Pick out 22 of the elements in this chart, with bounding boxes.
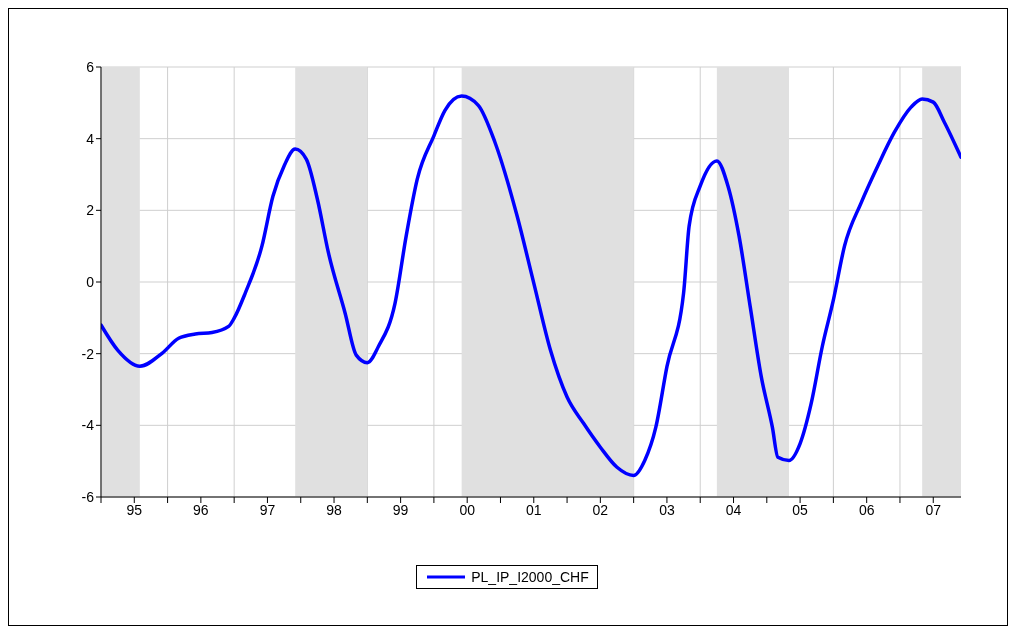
x-tick-label: 06 [858, 501, 875, 518]
legend-label: PL_IP_I2000_CHF [470, 569, 589, 585]
x-tick-label: 95 [126, 501, 143, 518]
y-tick-label: 0 [86, 273, 95, 290]
y-tick-label: 2 [86, 202, 95, 219]
x-tick-label: 01 [525, 501, 542, 518]
y-tick-label: -6 [81, 488, 95, 505]
x-tick-label: 05 [792, 501, 809, 518]
x-tick-label: 97 [259, 501, 276, 518]
y-tick-label: -4 [81, 417, 95, 434]
x-tick-label: 00 [459, 501, 476, 518]
y-tick-label: 6 [86, 58, 95, 75]
line-series [101, 94, 961, 478]
y-tick-label: -2 [81, 345, 95, 362]
x-tick-label: 07 [925, 501, 942, 518]
x-tick-label: 98 [326, 501, 343, 518]
x-tick-label: 04 [725, 501, 742, 518]
x-tick-label: 02 [592, 501, 609, 518]
x-tick-label: 99 [392, 501, 409, 518]
y-tick-label: 4 [86, 130, 95, 147]
x-tick-label: 03 [659, 501, 675, 518]
x-tick-label: 96 [193, 501, 209, 518]
